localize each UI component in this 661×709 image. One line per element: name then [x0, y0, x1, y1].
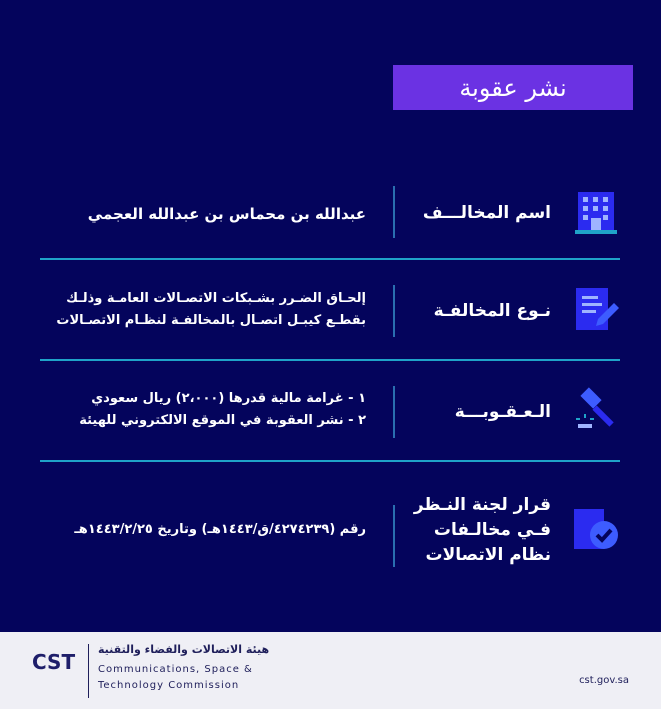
value-penalty: ١ - غرامة مالية قدرها (٢،٠٠٠) ريال سعودي… — [79, 388, 366, 432]
building-icon — [575, 192, 617, 234]
website-link[interactable]: cst.gov.sa — [579, 675, 629, 686]
label-committee-decision: قرار لجنة النـظر فـي مخالـفات نظام الاتصال… — [414, 493, 551, 568]
org-name-en-1: Communications, Space & — [98, 664, 253, 675]
divider — [393, 186, 395, 238]
value-violation-type: إلحـاق الضـرر بشـبكات الاتصـالات العامـة… — [56, 288, 366, 332]
badge-check-icon — [574, 509, 618, 549]
footer: CST هيئة الاتصالات والفضاء والتقنية Comm… — [0, 632, 661, 709]
org-name-en-2: Technology Commission — [98, 680, 240, 691]
divider — [393, 285, 395, 337]
label-line: قرار لجنة النـظر — [413, 495, 551, 515]
page-title: نشر عقوبة — [393, 65, 633, 110]
label-penalty: الـعـقـوبـــة — [454, 402, 551, 422]
value-violator-name: عبدالله بن محماس بن عبدالله العجمي — [87, 205, 366, 223]
label-line: فـي مخالـفات — [433, 520, 551, 540]
divider — [40, 460, 620, 462]
value-line: بقطـع كيبـل اتصـال بالمخالفـة لنظـام الا… — [56, 313, 366, 328]
divider — [88, 644, 89, 698]
org-name-ar: هيئة الاتصالات والفضاء والتقنية — [98, 643, 270, 656]
divider — [40, 359, 620, 361]
gavel-icon — [576, 387, 614, 428]
divider — [40, 258, 620, 260]
divider — [393, 386, 395, 438]
value-line: إلحـاق الضـرر بشـبكات الاتصـالات العامـة… — [66, 291, 366, 306]
label-line: نظام الاتصالات — [425, 545, 551, 565]
divider — [393, 505, 395, 567]
label-violator-name: اسم المخالـــف — [422, 203, 551, 223]
label-violation-type: نـوع المخالفـة — [433, 301, 551, 321]
value-committee-decision: رقم (٤٢٧٤٢٣٩/ق/١٤٤٣هـ) وتاريخ ١٤٤٣/٢/٢٥ه… — [74, 522, 366, 537]
value-line: ١ - غرامة مالية قدرها (٢،٠٠٠) ريال سعودي — [91, 391, 366, 406]
value-line: ٢ - نشر العقوبة في الموقع الالكتروني لله… — [79, 413, 366, 428]
document-pen-icon — [576, 288, 619, 330]
cst-logo: CST — [32, 650, 76, 674]
